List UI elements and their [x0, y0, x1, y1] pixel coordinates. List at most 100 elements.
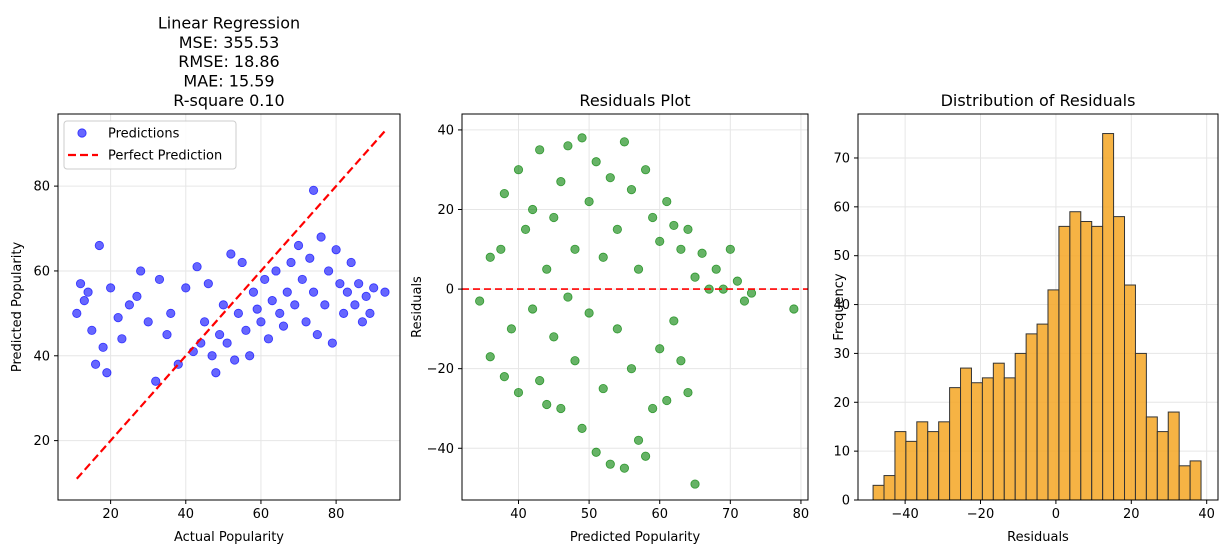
- data-point: [143, 317, 153, 327]
- data-point: [499, 372, 509, 382]
- data-point: [98, 342, 108, 352]
- data-point: [746, 288, 757, 298]
- data-point: [154, 274, 165, 285]
- y-tick-label: −20: [427, 362, 454, 377]
- chart-panel-3: −40 −20 0 20 40 0 10 20 30 40 50 60 70 Residuals Frequ…: [832, 91, 1219, 545]
- data-point: [252, 304, 262, 314]
- data-point: [626, 185, 637, 195]
- data-point: [136, 266, 146, 276]
- histogram-bar: [1145, 416, 1158, 501]
- data-point: [506, 324, 517, 334]
- histogram-bar: [1091, 225, 1104, 501]
- y-tick-label: 60: [833, 200, 850, 215]
- data-point: [598, 383, 608, 394]
- data-point: [327, 338, 337, 348]
- data-point: [605, 173, 615, 183]
- data-point: [648, 403, 658, 414]
- x-tick-label: 40: [178, 507, 195, 522]
- histogram-bar: [1014, 352, 1027, 501]
- data-point: [619, 463, 630, 473]
- data-point: [648, 212, 658, 223]
- y-tick-label: 40: [833, 298, 850, 313]
- data-point: [669, 220, 679, 231]
- data-point: [655, 236, 665, 246]
- data-point: [297, 274, 307, 285]
- data-point: [591, 447, 601, 457]
- data-point: [282, 287, 292, 297]
- histogram-bar: [960, 367, 972, 501]
- y-tick-label: 20: [833, 396, 850, 411]
- data-point: [669, 316, 679, 326]
- data-point: [655, 344, 665, 354]
- histogram-bar: [1036, 323, 1049, 501]
- data-point: [496, 244, 506, 254]
- data-point: [245, 351, 255, 361]
- data-point: [320, 300, 330, 310]
- data-point: [535, 376, 545, 386]
- data-point: [323, 266, 334, 276]
- data-point: [263, 334, 274, 344]
- axes-frame: [461, 113, 809, 501]
- histogram-bar: [883, 475, 896, 501]
- data-point: [542, 264, 552, 274]
- data-point: [520, 224, 531, 235]
- data-point: [725, 244, 735, 254]
- y-tick-label: 80: [33, 180, 50, 195]
- x-axis-label: Actual Popularity: [174, 530, 284, 545]
- data-point: [513, 165, 524, 175]
- histogram-bar: [1156, 431, 1169, 501]
- y-tick-label: 60: [33, 264, 50, 279]
- histogram-bar: [1167, 411, 1180, 501]
- chart-panel-2: 40 50 60 70 80 −40 −20 0 20 40 Predicted Popularit…: [410, 91, 809, 545]
- data-point: [267, 296, 277, 306]
- x-tick-label: 40: [510, 507, 527, 522]
- data-point: [241, 325, 251, 335]
- data-point: [605, 459, 615, 469]
- data-point: [151, 376, 161, 386]
- data-point: [732, 276, 742, 286]
- data-point: [166, 308, 176, 318]
- data-point: [626, 364, 637, 374]
- data-point: [662, 395, 672, 406]
- data-point: [528, 304, 538, 314]
- x-tick-label: 70: [722, 507, 739, 522]
- x-axis-label: Residuals: [1007, 530, 1069, 545]
- data-point: [369, 283, 379, 293]
- data-point: [346, 257, 356, 268]
- histogram-bar: [938, 421, 951, 501]
- data-point: [584, 308, 594, 318]
- data-point: [577, 133, 587, 143]
- data-point: [275, 308, 285, 318]
- data-point: [339, 308, 349, 318]
- data-point: [690, 272, 700, 282]
- data-point: [513, 387, 524, 398]
- histogram-bar: [872, 484, 885, 501]
- data-point: [789, 304, 799, 314]
- data-point: [380, 287, 390, 297]
- y-axis-label: Frequency: [832, 273, 847, 340]
- data-point: [542, 399, 552, 410]
- histogram-bar: [1178, 465, 1191, 501]
- data-point: [640, 165, 651, 175]
- data-point: [94, 240, 104, 251]
- data-point: [312, 329, 322, 340]
- histogram-bar: [1058, 225, 1071, 501]
- data-point: [697, 248, 707, 258]
- histogram-bar: [992, 362, 1005, 501]
- legend-label-predictions: Predictions: [108, 127, 180, 142]
- data-point: [316, 232, 326, 242]
- legend: Predictions Perfect Prediction: [63, 120, 237, 170]
- chart-title-line: MAE: 15.59: [183, 72, 274, 91]
- data-point: [290, 300, 300, 310]
- data-point: [739, 296, 750, 306]
- histogram-bar: [981, 377, 994, 501]
- data-point: [102, 368, 112, 378]
- perfect-prediction-line: [75, 130, 386, 480]
- data-point: [563, 141, 573, 151]
- histogram-bar: [1189, 460, 1202, 501]
- y-tick-label: 20: [437, 203, 454, 218]
- data-point: [256, 317, 266, 327]
- legend-box: [63, 120, 237, 170]
- data-point: [357, 317, 368, 327]
